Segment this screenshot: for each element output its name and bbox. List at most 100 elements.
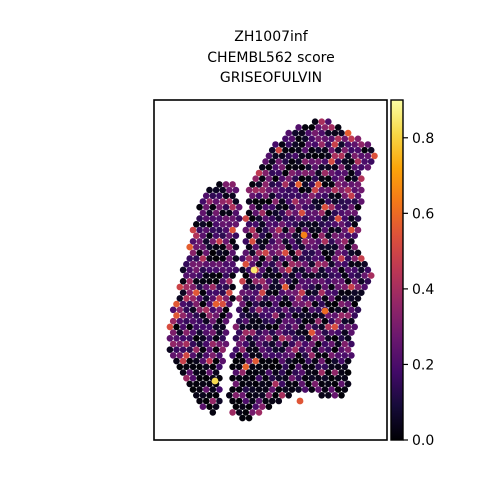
tissue-spot xyxy=(252,369,259,376)
tissue-spot xyxy=(196,329,203,336)
high-score-spot xyxy=(300,231,308,239)
tissue-spot xyxy=(262,317,269,325)
tissue-spot xyxy=(298,312,306,319)
tissue-spot xyxy=(351,152,359,160)
tissue-spot xyxy=(325,323,332,331)
tissue-spot xyxy=(331,198,339,205)
tissue-spot xyxy=(245,186,253,194)
tissue-spot xyxy=(239,255,246,262)
tissue-spot xyxy=(255,215,263,222)
tissue-spot xyxy=(202,363,210,371)
tissue-spot xyxy=(311,198,319,205)
tissue-spot xyxy=(298,221,306,228)
tissue-spot xyxy=(179,369,187,376)
tissue-spot xyxy=(321,295,329,302)
tissue-spot xyxy=(328,135,335,143)
tissue-spot xyxy=(216,306,223,314)
tissue-spot xyxy=(308,306,316,314)
tissue-spot xyxy=(245,380,253,388)
tissue-spot xyxy=(341,158,349,165)
tissue-spot xyxy=(331,152,339,160)
tissue-spot xyxy=(298,346,306,354)
tissue-spot xyxy=(311,369,319,376)
tissue-spot xyxy=(245,414,253,422)
tissue-spot xyxy=(285,346,293,354)
tissue-spot xyxy=(354,203,362,211)
tissue-spot xyxy=(216,317,223,325)
tissue-spot xyxy=(249,226,256,234)
tissue-spot xyxy=(334,146,342,154)
tissue-spot xyxy=(255,306,263,314)
tissue-spot xyxy=(315,283,322,291)
tissue-spot xyxy=(308,158,316,165)
tissue-spot xyxy=(199,289,207,297)
tissue-spot xyxy=(202,192,210,200)
tissue-spot xyxy=(232,323,240,331)
tissue-spot xyxy=(318,300,326,308)
tissue-spot xyxy=(186,346,193,354)
tissue-spot xyxy=(285,186,293,194)
tissue-spot xyxy=(265,266,273,274)
tissue-spot xyxy=(199,221,207,228)
tissue-spot xyxy=(338,141,345,148)
tissue-spot xyxy=(226,243,233,251)
tissue-spot xyxy=(301,374,309,382)
tissue-spot xyxy=(193,392,200,399)
tissue-spot xyxy=(338,278,345,285)
tissue-spot xyxy=(183,295,190,302)
tissue-spot xyxy=(308,226,316,234)
tissue-spot xyxy=(206,198,213,205)
tissue-spot xyxy=(295,374,302,382)
tissue-spot xyxy=(334,329,342,336)
tissue-spot xyxy=(315,374,322,382)
tissue-spot xyxy=(202,329,210,336)
tissue-spot xyxy=(272,175,279,182)
tissue-spot xyxy=(229,283,236,291)
tissue-spot xyxy=(341,215,349,222)
tissue-spot xyxy=(249,192,256,200)
tissue-spot xyxy=(341,352,349,359)
tissue-spot xyxy=(315,340,322,348)
tissue-spot xyxy=(361,272,368,279)
tissue-spot xyxy=(186,369,193,376)
tissue-spot xyxy=(325,186,332,194)
tissue-spot xyxy=(318,278,326,285)
tissue-spot xyxy=(268,203,276,211)
tissue-spot xyxy=(219,312,226,319)
tissue-spot xyxy=(282,363,289,371)
tissue-spot xyxy=(318,129,326,137)
tissue-spot xyxy=(285,392,293,399)
tissue-spot xyxy=(301,238,309,245)
tissue-spot xyxy=(298,357,306,365)
tissue-spot xyxy=(295,363,302,371)
tissue-spot xyxy=(173,300,180,308)
tissue-spot xyxy=(311,175,319,182)
tissue-spot xyxy=(179,323,187,331)
tissue-spot xyxy=(239,392,246,399)
tissue-spot xyxy=(265,392,273,399)
tissue-spot xyxy=(282,181,289,188)
tissue-spot xyxy=(245,198,253,205)
tissue-spot xyxy=(212,186,220,194)
tissue-spot xyxy=(173,323,180,331)
tissue-spot xyxy=(186,300,193,308)
tissue-spot xyxy=(308,363,316,371)
tissue-spot xyxy=(216,203,223,211)
tissue-spot xyxy=(344,312,352,319)
tissue-spot xyxy=(212,357,220,365)
tissue-spot xyxy=(351,232,359,239)
tissue-spot xyxy=(239,403,246,411)
tissue-spot xyxy=(265,380,273,388)
tissue-spot xyxy=(315,260,322,268)
tissue-spot xyxy=(193,323,200,331)
tissue-spot xyxy=(351,164,359,171)
tissue-spot xyxy=(305,198,312,205)
tissue-spot xyxy=(295,329,302,336)
tissue-spot xyxy=(166,346,174,354)
tissue-spot xyxy=(255,169,263,177)
tissue-spot xyxy=(219,346,226,354)
tissue-spot xyxy=(295,352,302,359)
tissue-spot xyxy=(222,272,230,279)
tissue-spot xyxy=(341,169,349,177)
tissue-spot xyxy=(265,175,273,182)
